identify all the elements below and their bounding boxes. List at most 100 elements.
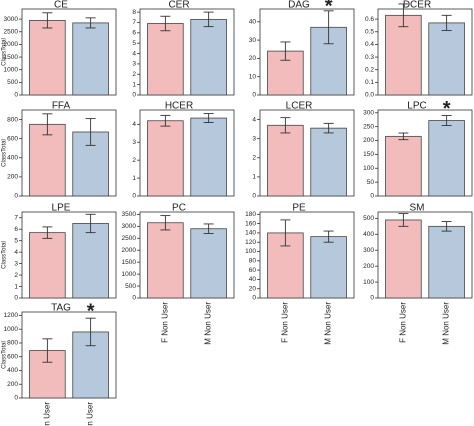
panel-title: LPE — [52, 203, 71, 214]
bar — [190, 117, 227, 197]
y-tick-label: 3000 — [4, 16, 19, 23]
y-tick-label: 200 — [363, 263, 374, 270]
panel: SM 0 100 200 300 400 500 F Non User M Non User — [363, 203, 473, 345]
bar — [428, 120, 465, 197]
y-tick-label: 60 — [249, 267, 257, 274]
panel: LPE 0 1 2 3 4 5 6 7 ClassTotal — [2, 203, 117, 302]
bar — [267, 124, 304, 197]
x-tick-label: F Non User — [160, 302, 169, 343]
bar — [147, 222, 184, 299]
y-tick-label: 3500 — [122, 211, 137, 218]
y-tick-label: 500 — [363, 215, 374, 222]
y-tick-label: 1 — [14, 283, 18, 290]
panel-title: DAG — [288, 0, 310, 11]
y-tick-label: 4 — [14, 249, 18, 256]
panel: PE 0 20 40 60 80 100 120 140 160 180 F Non User M No… — [245, 203, 355, 345]
bar — [310, 236, 347, 299]
x-tick-label: F Non User — [42, 402, 51, 426]
x-tick-label: M Non User — [86, 402, 95, 426]
y-tick-label: 400 — [7, 154, 18, 161]
bar — [385, 14, 422, 96]
y-tick-label: 7 — [132, 19, 136, 26]
y-tick-label: 0 — [14, 295, 18, 302]
panel-title: FFA — [52, 101, 71, 112]
y-tick-label: 180 — [245, 211, 256, 218]
y-tick-label: 3 — [132, 61, 136, 68]
y-tick-label: 2 — [132, 157, 136, 164]
panel: TAG 0 200 400 600 800 1000 1200 ClassTotal F Non … — [2, 300, 117, 426]
panel-title: PE — [292, 203, 306, 214]
y-tick-label: 2 — [252, 154, 256, 161]
y-tick-label: 3 — [14, 260, 18, 267]
y-tick-label: 0.5 — [365, 28, 374, 35]
panel: HCER 0 1 2 3 4 — [132, 101, 235, 200]
significance-marker: * — [443, 98, 451, 120]
x-tick-label: F Non User — [398, 302, 407, 343]
y-tick-label: 1000 — [122, 271, 137, 278]
y-axis-label: ClassTotal — [2, 341, 8, 369]
plot-frame — [259, 8, 355, 96]
bar — [72, 223, 109, 299]
y-tick-label: 2500 — [4, 28, 19, 35]
bar — [190, 228, 227, 299]
y-tick-label: 120 — [245, 239, 256, 246]
bar — [385, 135, 422, 197]
y-tick-label: 0 — [370, 295, 374, 302]
y-tick-label: 400 — [7, 367, 18, 374]
panel-title: CER — [168, 0, 189, 11]
y-tick-label: 0.4 — [365, 41, 374, 48]
y-tick-label: 80 — [249, 258, 257, 265]
panel: DCER 0.0 0.1 0.2 0.3 0.4 0.5 0.6 — [365, 0, 473, 99]
y-tick-label: 140 — [245, 230, 256, 237]
y-tick-label: 0.2 — [365, 66, 374, 73]
panel: CER 0 1 2 3 4 5 6 7 8 — [132, 0, 235, 99]
y-tick-label: 5 — [132, 40, 136, 47]
panel-title: HCER — [165, 101, 193, 112]
plot-frame — [21, 211, 117, 299]
y-tick-label: 100 — [363, 279, 374, 286]
y-tick-label: 1200 — [4, 312, 19, 319]
y-tick-label: 0 — [370, 193, 374, 200]
panel-title: LPC — [407, 101, 426, 112]
plot-frame — [139, 8, 235, 96]
y-tick-label: 2 — [14, 272, 18, 279]
y-tick-label: 30 — [249, 37, 257, 44]
y-tick-label: 3000 — [122, 223, 137, 230]
panel: FFA 0 200 400 600 800 ClassTotal — [2, 101, 117, 200]
y-tick-label: 4 — [132, 121, 136, 128]
y-tick-label: 1000 — [4, 66, 19, 73]
y-tick-label: 200 — [7, 381, 18, 388]
plot-frame — [259, 211, 355, 299]
y-tick-label: 800 — [7, 340, 18, 347]
y-tick-label: 800 — [7, 116, 18, 123]
panel-title: TAG — [51, 303, 71, 314]
significance-marker: * — [325, 0, 333, 17]
y-tick-label: 6 — [14, 226, 18, 233]
plot-frame — [139, 211, 235, 299]
bar — [428, 225, 465, 299]
y-tick-label: 40 — [249, 19, 257, 26]
y-tick-label: 2000 — [4, 41, 19, 48]
panel: LPC 0 50 100 150 200 250 300 * — [363, 98, 473, 200]
panel: PC 0 500 1000 1500 2000 2500 3000 3500 F Non User… — [122, 203, 235, 345]
plot-frame — [259, 109, 355, 197]
x-tick-label: M Non User — [442, 302, 451, 345]
panel-title: SM — [410, 203, 425, 214]
y-tick-label: 1500 — [4, 54, 19, 61]
bar — [428, 22, 465, 96]
panel: CE 0 500 1000 1500 2000 2500 3000 ClassTotal — [2, 0, 117, 99]
y-tick-label: 600 — [7, 353, 18, 360]
y-tick-label: 250 — [363, 123, 374, 130]
y-tick-label: 0 — [132, 193, 136, 200]
y-tick-label: 0 — [252, 193, 256, 200]
y-tick-label: 5 — [14, 237, 18, 244]
y-tick-label: 0.1 — [365, 79, 374, 86]
y-tick-label: 2500 — [122, 235, 137, 242]
y-tick-label: 40 — [249, 276, 257, 283]
y-tick-label: 0 — [14, 92, 18, 99]
y-axis-label: ClassTotal — [2, 139, 8, 167]
panel-title: DCER — [403, 0, 431, 11]
y-tick-label: 1 — [132, 81, 136, 88]
